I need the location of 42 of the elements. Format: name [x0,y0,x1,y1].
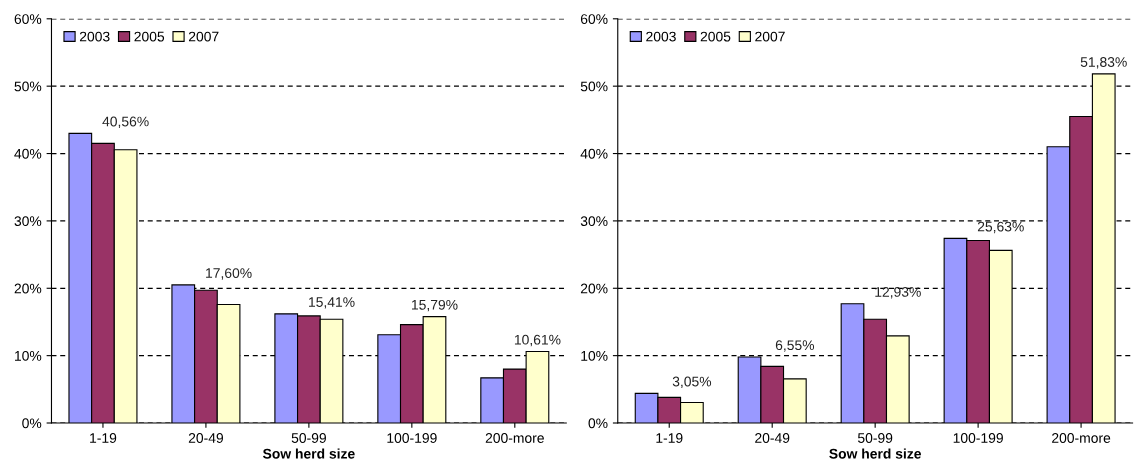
legend-label: 2007 [188,31,219,42]
x-axis-title: Sow herd size [829,448,921,459]
y-tick-label: 0% [22,418,42,429]
y-tick-label: 30% [580,216,608,227]
x-tick-label: 50-99 [857,433,893,443]
y-tick-label: 60% [14,14,42,24]
x-tick-label: 100-199 [387,433,437,443]
x-tick-label: 20-49 [755,433,790,443]
data-label: 15,41% [309,297,355,309]
y-tick-label: 30% [14,216,42,227]
data-label: 10,61% [514,334,561,347]
x-tick-label: 50-99 [291,433,326,443]
x-tick-label: 200-more [1052,433,1111,443]
y-tick-label: 40% [14,148,42,159]
y-tick-label: 20% [580,283,608,294]
x-tick-label: 200-more [485,433,544,443]
y-tick-label: 60% [580,14,608,24]
x-tick-label: 1-19 [90,433,117,443]
x-tick-label: 20-49 [188,433,224,443]
y-tick-label: 50% [580,81,608,92]
data-label: 12,93% [875,287,921,299]
data-label: 3,05% [672,376,712,389]
legend-label: 2003 [79,31,110,42]
data-label: 6,55% [775,340,815,352]
legend-label: 2005 [134,31,165,42]
y-tick-label: 0% [588,418,608,429]
legend-label: 2007 [755,31,785,42]
data-label: 40,56% [102,116,149,129]
data-label: 51,83% [1080,57,1127,69]
legend-label: 2005 [700,31,731,42]
legend-label: 2003 [646,31,676,42]
y-tick-label: 10% [15,350,42,361]
x-axis-title: Sow herd size [262,448,355,459]
x-tick-label: 1-19 [656,433,683,443]
data-label: 17,60% [206,268,252,280]
x-tick-label: 100-199 [953,433,1003,443]
y-tick-label: 40% [580,148,608,159]
y-tick-label: 50% [14,81,42,92]
data-label: 15,79% [412,299,458,312]
y-tick-label: 20% [14,283,42,294]
data-label: 25,63% [977,221,1024,234]
y-tick-label: 10% [581,350,608,361]
